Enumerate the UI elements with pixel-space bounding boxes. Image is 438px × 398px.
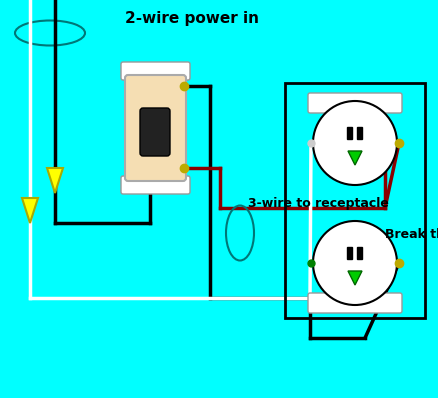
- Circle shape: [312, 101, 396, 185]
- Text: 2-wire power in: 2-wire power in: [125, 10, 258, 25]
- Polygon shape: [47, 168, 63, 193]
- FancyBboxPatch shape: [140, 108, 170, 156]
- Polygon shape: [347, 271, 361, 285]
- FancyBboxPatch shape: [121, 176, 190, 194]
- Polygon shape: [347, 151, 361, 165]
- FancyBboxPatch shape: [121, 62, 190, 80]
- Polygon shape: [347, 127, 352, 139]
- Polygon shape: [347, 247, 352, 259]
- FancyBboxPatch shape: [125, 75, 186, 181]
- Polygon shape: [22, 198, 38, 223]
- Text: 3-wire to receptacle: 3-wire to receptacle: [247, 197, 388, 209]
- Circle shape: [312, 221, 396, 305]
- Polygon shape: [357, 247, 362, 259]
- Polygon shape: [357, 127, 362, 139]
- Text: Break the tab!: Break the tab!: [384, 228, 438, 241]
- FancyBboxPatch shape: [307, 293, 401, 313]
- FancyBboxPatch shape: [307, 93, 401, 113]
